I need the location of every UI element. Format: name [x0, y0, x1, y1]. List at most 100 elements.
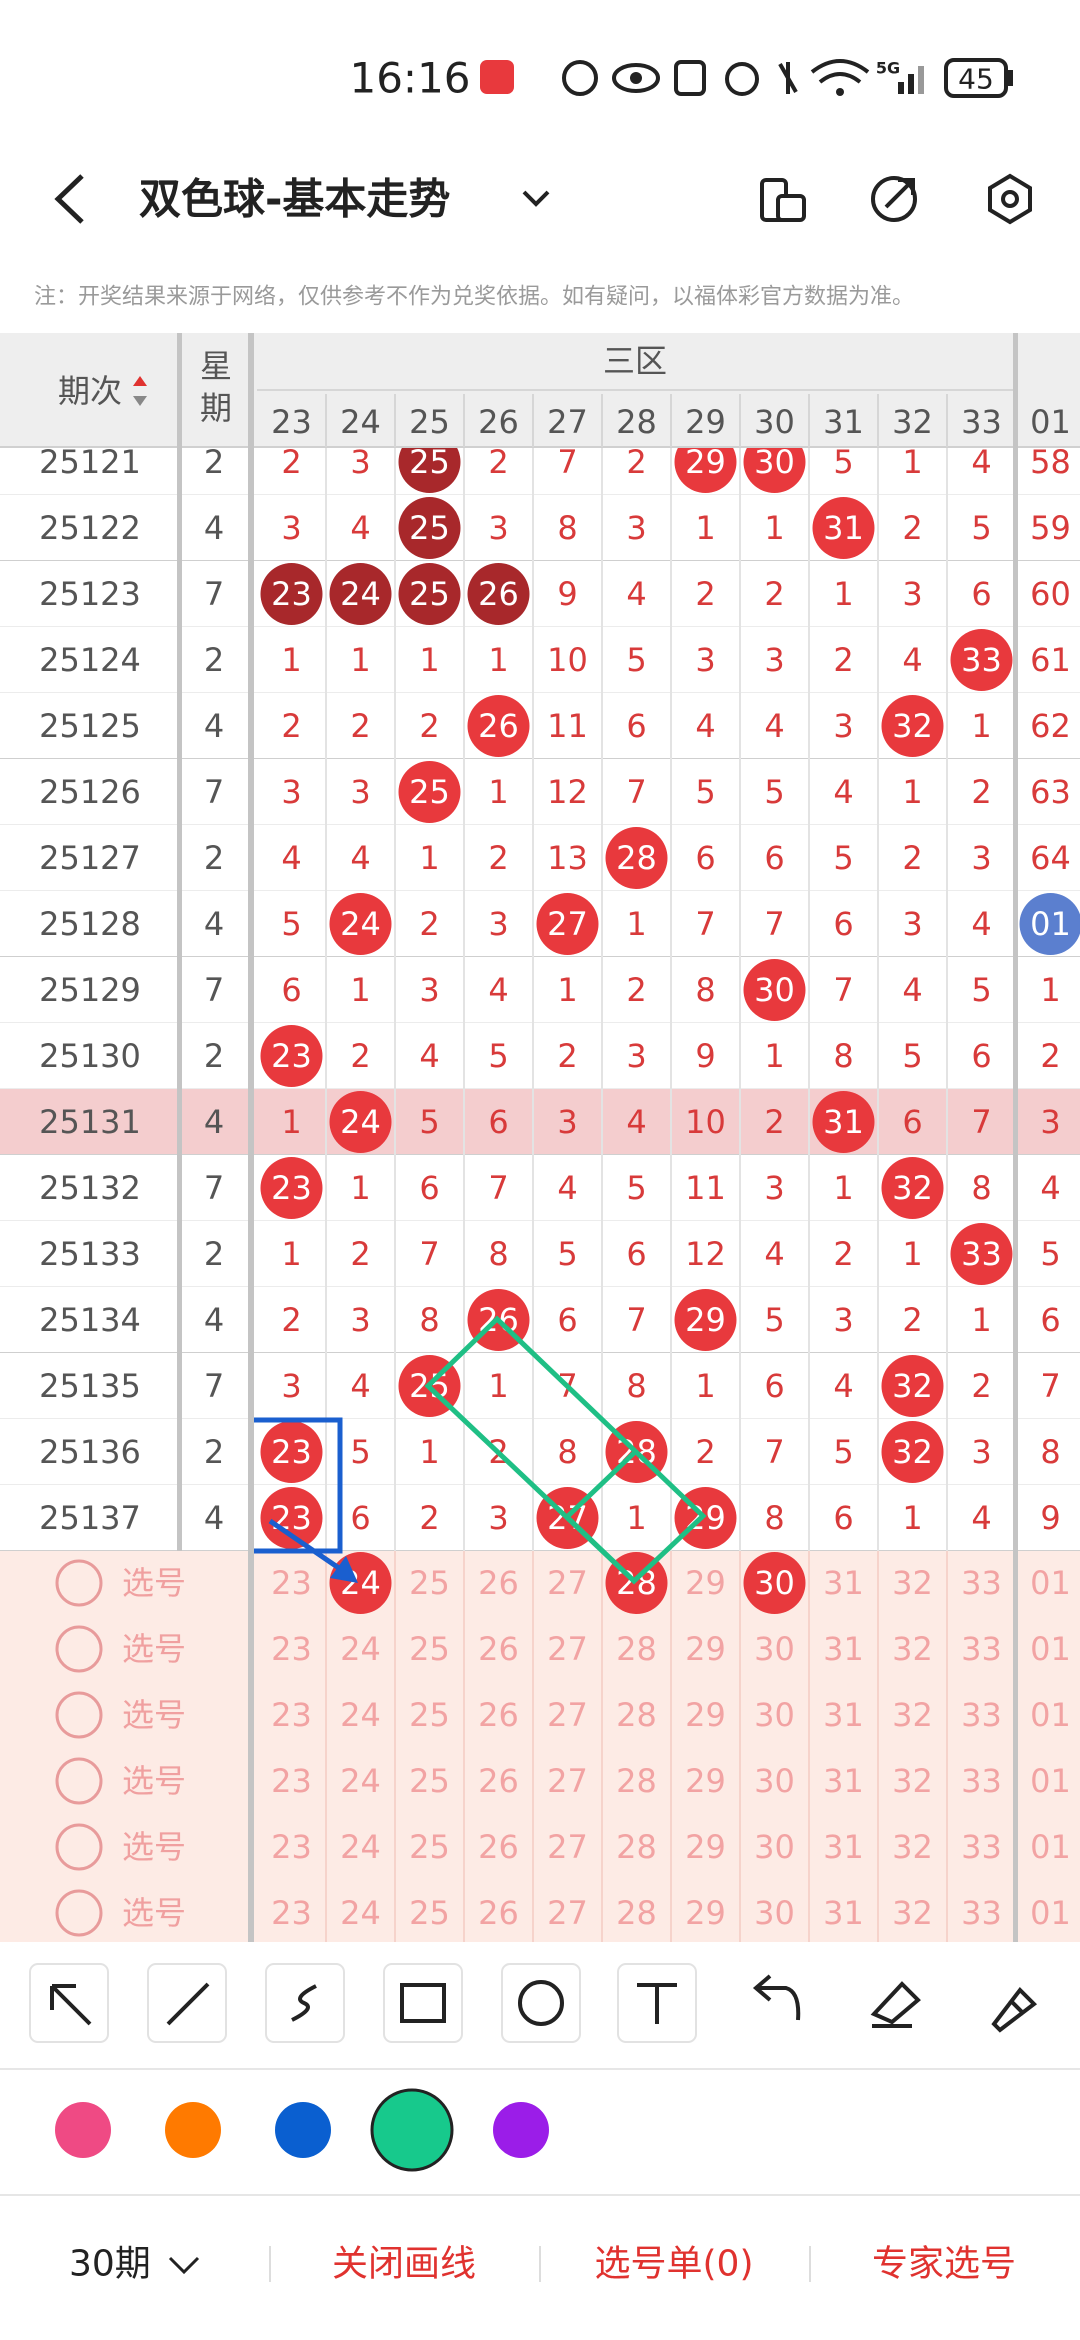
pick-number[interactable]: 27 [547, 1696, 588, 1734]
tool-button[interactable] [501, 1963, 581, 2043]
pick-number[interactable]: 29 [685, 1630, 726, 1668]
pick-number[interactable]: 33 [961, 1762, 1002, 1800]
pick-number[interactable]: 01 [1030, 1828, 1071, 1866]
pick-number[interactable]: 25 [409, 1696, 450, 1734]
settings-icon[interactable] [1001, 190, 1019, 208]
tool-button[interactable] [147, 1963, 227, 2043]
pick-number[interactable]: 27 [547, 1828, 588, 1866]
pick-number[interactable]: 23 [271, 1564, 312, 1602]
pick-number[interactable]: 33 [961, 1828, 1002, 1866]
pick-number[interactable]: 29 [685, 1828, 726, 1866]
pick-number[interactable]: 28 [616, 1894, 657, 1932]
pick-number[interactable]: 32 [892, 1630, 933, 1668]
pick-number[interactable]: 32 [892, 1762, 933, 1800]
pick-checkbox[interactable] [55, 1757, 103, 1805]
pick-number[interactable]: 30 [754, 1894, 795, 1932]
pick-number[interactable]: 31 [823, 1564, 864, 1602]
clear-tool[interactable] [991, 1986, 1038, 2033]
pick-number[interactable]: 24 [340, 1696, 381, 1734]
curve-tool[interactable] [291, 1984, 317, 2022]
tool-button[interactable] [383, 1963, 463, 2043]
pick-number[interactable]: 31 [823, 1630, 864, 1668]
pick-checkbox[interactable] [55, 1823, 103, 1871]
pick-number[interactable]: 23 [271, 1894, 312, 1932]
pick-number[interactable]: 32 [892, 1564, 933, 1602]
pick-number[interactable]: 23 [271, 1828, 312, 1866]
pick-number[interactable]: 01 [1030, 1894, 1071, 1932]
pick-number[interactable]: 26 [478, 1630, 519, 1668]
pick-number[interactable]: 01 [1030, 1696, 1071, 1734]
share-icon[interactable] [871, 176, 917, 222]
eraser-tool[interactable] [870, 1981, 921, 2028]
pick-number[interactable]: 26 [478, 1564, 519, 1602]
close-drawing-button[interactable]: 关闭画线 [332, 2244, 476, 2285]
pick-number[interactable]: 30 [754, 1630, 795, 1668]
pick-checkbox[interactable] [55, 1559, 103, 1607]
pick-checkbox[interactable] [55, 1625, 103, 1673]
pick-number[interactable]: 30 [754, 1762, 795, 1800]
pick-number[interactable]: 31 [823, 1762, 864, 1800]
color-option[interactable] [55, 2102, 111, 2158]
pick-number[interactable]: 32 [892, 1696, 933, 1734]
tool-button[interactable] [617, 1963, 697, 2043]
color-option[interactable] [370, 2088, 454, 2172]
pick-number[interactable]: 31 [823, 1696, 864, 1734]
pick-number[interactable]: 29 [685, 1696, 726, 1734]
pick-number[interactable]: 01 [1030, 1630, 1071, 1668]
pick-number[interactable]: 33 [961, 1696, 1002, 1734]
pick-number[interactable]: 30 [754, 1828, 795, 1866]
pick-number[interactable]: 24 [340, 1762, 381, 1800]
pick-number[interactable]: 25 [409, 1828, 450, 1866]
pick-number[interactable]: 26 [478, 1762, 519, 1800]
pick-number[interactable]: 25 [409, 1894, 450, 1932]
pick-number[interactable]: 01 [1030, 1762, 1071, 1800]
back-button[interactable] [54, 174, 84, 224]
color-option[interactable] [275, 2102, 331, 2158]
pick-number[interactable]: 26 [478, 1696, 519, 1734]
expert-pick-button[interactable]: 专家选号 [872, 2244, 1016, 2285]
pick-number[interactable]: 33 [961, 1564, 1002, 1602]
tool-button[interactable] [265, 1963, 345, 2043]
pick-number[interactable]: 28 [616, 1696, 657, 1734]
arrow-tool[interactable] [50, 1984, 92, 2026]
tool-button[interactable] [29, 1963, 109, 2043]
pick-number[interactable]: 27 [547, 1564, 588, 1602]
pick-number[interactable]: 25 [409, 1630, 450, 1668]
share-icon[interactable] [884, 178, 915, 209]
pick-number[interactable]: 26 [478, 1894, 519, 1932]
pick-number[interactable]: 31 [823, 1894, 864, 1932]
rectangle-tool[interactable] [400, 1983, 446, 2023]
pick-number[interactable]: 32 [892, 1828, 933, 1866]
pick-number[interactable]: 29 [685, 1762, 726, 1800]
line-tool[interactable] [166, 1982, 210, 2026]
color-option[interactable] [165, 2102, 221, 2158]
pick-number[interactable]: 33 [961, 1630, 1002, 1668]
pick-checkbox[interactable] [55, 1889, 103, 1937]
pick-number[interactable]: 29 [685, 1564, 726, 1602]
pick-number[interactable]: 28 [616, 1630, 657, 1668]
pick-number[interactable]: 32 [892, 1894, 933, 1932]
pick-number[interactable]: 24 [340, 1630, 381, 1668]
pick-number[interactable]: 33 [961, 1894, 1002, 1932]
pick-number[interactable]: 25 [409, 1564, 450, 1602]
circle-tool[interactable] [518, 1980, 564, 2026]
settings-icon[interactable] [988, 173, 1032, 225]
color-option[interactable] [493, 2102, 549, 2158]
pick-number[interactable]: 30 [754, 1696, 795, 1734]
period-header[interactable]: 期次 [58, 372, 122, 410]
pick-checkbox[interactable] [55, 1691, 103, 1739]
pick-number[interactable]: 26 [478, 1828, 519, 1866]
pick-number[interactable]: 25 [409, 1762, 450, 1800]
pick-number[interactable]: 27 [547, 1894, 588, 1932]
screen-icon[interactable] [776, 194, 806, 222]
pick-number[interactable]: 31 [823, 1828, 864, 1866]
pick-list-button[interactable]: 选号单(0) [595, 2244, 754, 2285]
pick-number[interactable]: 23 [271, 1762, 312, 1800]
pick-number[interactable]: 28 [616, 1828, 657, 1866]
pick-number[interactable]: 27 [547, 1762, 588, 1800]
undo-tool[interactable] [752, 1974, 801, 2021]
pick-number[interactable]: 24 [340, 1828, 381, 1866]
pick-number[interactable]: 23 [271, 1630, 312, 1668]
period-selector[interactable]: 30期 [69, 2244, 151, 2285]
pick-number[interactable]: 24 [340, 1894, 381, 1932]
